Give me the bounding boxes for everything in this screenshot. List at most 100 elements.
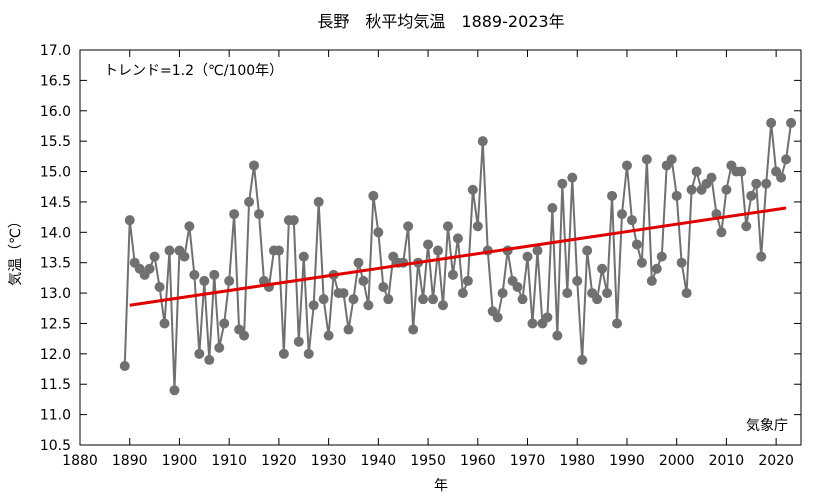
data-point [433,245,444,256]
x-tick-label: 1990 [609,453,645,469]
data-point [313,196,324,207]
data-point [383,294,394,305]
data-point [278,348,289,359]
data-point [582,245,593,256]
data-point [194,348,205,359]
data-point [179,251,190,262]
data-point [318,294,329,305]
data-point [408,324,419,335]
data-point [522,251,533,262]
data-point [607,190,618,201]
trend-line [129,206,787,307]
x-tick-label: 1910 [211,453,247,469]
data-point [308,300,319,311]
data-point [219,318,230,329]
data-point [746,190,757,201]
data-point [686,184,697,195]
data-point [751,178,762,189]
y-tick-label: 11.5 [40,377,71,393]
data-point [671,190,682,201]
data-point [462,275,473,286]
data-point [766,117,777,128]
y-tick-label: 17.0 [40,43,71,59]
x-tick-label: 1970 [510,453,546,469]
data-point [517,294,528,305]
data-point [542,312,553,323]
x-tick-label: 2010 [709,453,745,469]
data-point [477,136,488,147]
data-point [681,288,692,299]
data-point [209,269,220,280]
data-point [636,257,647,268]
data-point [547,203,558,213]
y-tick-label: 15.5 [40,134,71,150]
data-point [631,239,642,250]
data-point [189,269,200,280]
y-tick-label: 12.5 [40,316,71,332]
data-point [149,251,160,262]
data-point [621,160,632,171]
data-point [781,154,792,165]
data-point [254,209,265,220]
data-point [532,245,543,256]
source-label: 気象庁 [746,418,788,434]
data-point [358,275,369,286]
trend-annotation: トレンド=1.2（℃/100年） [104,63,283,79]
data-point [159,318,170,329]
data-point [552,330,563,341]
data-point [353,257,364,268]
data-point [761,178,772,189]
data-point [214,342,225,353]
data-point [741,221,752,232]
data-point [691,166,702,177]
data-point [323,330,334,341]
x-axis-title: 年 [434,478,448,494]
data-point [452,233,463,244]
data-point [467,184,478,195]
trend-line-layer [129,206,787,307]
data-point [249,160,260,171]
data-point [472,221,483,232]
y-tick-label: 15.0 [40,165,71,181]
data-point [651,263,662,274]
x-tick-label: 1880 [62,453,98,469]
data-point [154,282,165,292]
y-tick-label: 13.0 [40,286,71,302]
data-point [169,385,180,396]
y-tick-label: 11.0 [40,408,71,424]
x-tick-label: 1930 [311,453,347,469]
data-point [403,221,414,232]
data-point [756,251,767,262]
x-tick-label: 1900 [162,453,198,469]
data-point [626,215,637,226]
y-tick-label: 14.0 [40,225,71,241]
data-point [338,288,349,299]
data-point [244,196,255,207]
data-point [373,227,384,238]
data-point [119,361,130,371]
data-point [557,178,568,189]
data-point [562,288,573,299]
data-point [716,227,727,238]
x-tick-label: 1940 [361,453,397,469]
data-point [343,324,354,335]
y-tick-label: 12.0 [40,347,71,363]
temperature-series [119,117,797,396]
data-point [164,245,175,256]
y-tick-label: 13.5 [40,256,71,272]
data-point [368,190,379,201]
data-point [447,269,458,280]
y-tick-label: 10.5 [40,438,71,454]
data-point [567,172,578,183]
data-point [229,209,240,220]
y-tick-label: 14.5 [40,195,71,211]
data-point [378,282,389,292]
data-point [646,275,657,286]
chart-title: 長野 秋平均気温 1889-2023年 [317,12,564,31]
data-point [497,288,508,299]
y-axis-title: 気温（℃） [8,214,24,286]
data-point [641,154,652,165]
data-point [363,300,374,311]
data-point [597,263,608,274]
